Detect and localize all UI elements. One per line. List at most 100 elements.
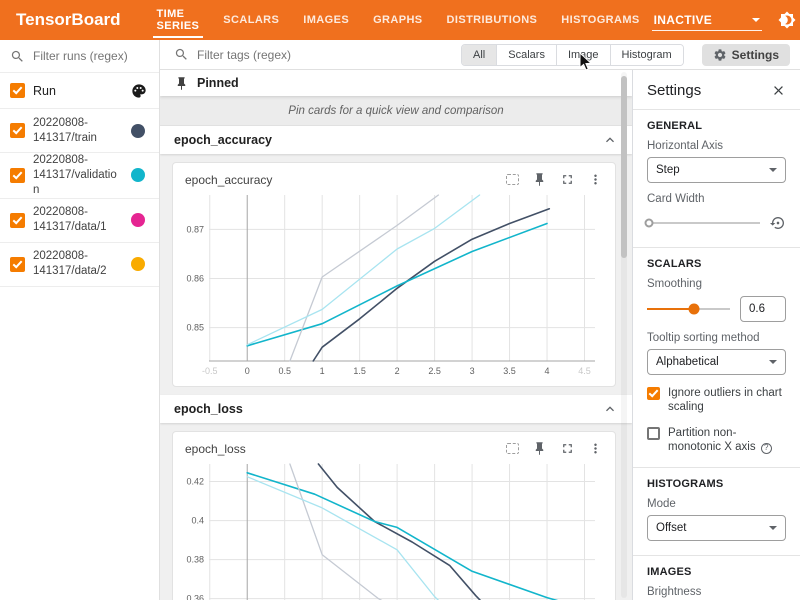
slider-thumb[interactable] (644, 218, 654, 228)
fullscreen-icon[interactable] (560, 172, 575, 187)
smoothing-slider[interactable] (647, 303, 730, 315)
scalar-card-epoch-loss: epoch_loss -0.500.511.522.533.544.50.420… (172, 431, 616, 600)
svg-text:1: 1 (320, 366, 325, 376)
fit-domain-icon[interactable] (506, 443, 519, 454)
svg-text:0.38: 0.38 (186, 555, 204, 565)
pin-card-icon[interactable] (532, 172, 547, 187)
svg-text:2.5: 2.5 (428, 366, 441, 376)
gear-icon (714, 48, 726, 61)
run-color-dot (131, 257, 145, 272)
nav-tabs: TIME SERIES SCALARS IMAGES GRAPHS DISTRI… (145, 0, 652, 40)
tag-filter-scalars[interactable]: Scalars (496, 44, 556, 65)
run-label: 20220808-141317/validation (33, 154, 117, 196)
chevron-down-icon (769, 168, 777, 172)
svg-text:-0.5: -0.5 (202, 366, 218, 376)
settings-section-scalars: SCALARS Smoothing Tooltip sorting method… (633, 247, 800, 467)
brightness-label: Brightness (647, 585, 702, 598)
run-color-dot (131, 168, 145, 183)
histogram-mode-select[interactable]: Offset (647, 514, 786, 541)
run-checkbox[interactable] (10, 256, 25, 272)
tag-filter-histogram[interactable]: Histogram (609, 44, 683, 65)
run-color-dot (131, 123, 145, 138)
horizontal-axis-value: Step (656, 164, 680, 176)
run-checkbox[interactable] (10, 167, 25, 183)
tab-images[interactable]: IMAGES (303, 14, 350, 26)
close-icon[interactable] (771, 83, 786, 98)
svg-text:1.5: 1.5 (353, 366, 366, 376)
cards-scroll-area: Pinned Pin cards for a quick view and co… (160, 70, 632, 600)
pinned-section-header: Pinned (160, 70, 632, 96)
histogram-mode-value: Offset (656, 521, 687, 534)
card-area: epoch_accuracy -0.5 0 0.5 1 1.5 2 2.5 3 3.5 4 4.5 0… (160, 154, 632, 395)
reset-icon[interactable] (770, 215, 786, 231)
smoothing-label: Smoothing (647, 278, 702, 290)
svg-text:0.87: 0.87 (186, 224, 204, 234)
smoothing-value-input[interactable] (740, 296, 786, 322)
section-heading: GENERAL (647, 120, 703, 132)
svg-text:2: 2 (395, 366, 400, 376)
chevron-down-icon (769, 525, 777, 530)
brightness-icon[interactable] (772, 5, 800, 35)
epoch-accuracy-chart[interactable]: -0.5 0 0.5 1 1.5 2 2.5 3 3.5 4 4.5 0.85 0.86 0.87 (173, 191, 615, 386)
run-row-train: 20220808-141317/train (0, 109, 159, 153)
palette-icon[interactable] (131, 83, 147, 99)
settings-section-general: GENERAL Horizontal Axis Step Card Width (633, 109, 800, 247)
ignore-outliers-checkbox[interactable] (647, 387, 660, 400)
chevron-up-icon[interactable] (602, 401, 618, 417)
svg-text:0.5: 0.5 (278, 366, 291, 376)
svg-text:0.36: 0.36 (186, 594, 204, 600)
help-icon[interactable]: ? (760, 442, 772, 454)
settings-section-images: IMAGES Brightness Contrast (633, 554, 800, 600)
chevron-up-icon[interactable] (602, 132, 618, 148)
more-options-icon[interactable] (588, 172, 603, 187)
settings-panel: Settings GENERAL Horizontal Axis Step Ca… (632, 70, 800, 600)
more-options-icon[interactable] (588, 441, 603, 456)
search-icon (175, 48, 187, 60)
section-title: epoch_loss (174, 402, 243, 416)
slider-thumb[interactable] (688, 303, 700, 315)
section-header-epoch-loss: epoch_loss (160, 395, 632, 423)
card-area: epoch_loss -0.500.511.522.533.544.50.420… (160, 423, 632, 600)
chevron-down-icon (769, 360, 777, 364)
scrollbar-thumb[interactable] (621, 76, 627, 258)
card-width-slider[interactable] (644, 218, 760, 228)
search-icon (11, 50, 23, 62)
filter-runs-input[interactable] (33, 49, 143, 63)
filter-tags-input[interactable] (197, 47, 347, 62)
tab-distributions[interactable]: DISTRIBUTIONS (446, 14, 538, 26)
tab-histograms[interactable]: HISTOGRAMS (561, 14, 640, 26)
tooltip-sorting-select[interactable]: Alphabetical (647, 349, 786, 375)
ignore-outliers-label: Ignore outliers in chart scaling (668, 387, 782, 414)
run-label: 20220808-141317/train (33, 116, 97, 144)
pin-card-icon[interactable] (532, 441, 547, 456)
app-header: TensorBoard TIME SERIES SCALARS IMAGES G… (0, 0, 800, 40)
horizontal-axis-select[interactable]: Step (647, 157, 786, 183)
tag-filter-all[interactable]: All (462, 44, 497, 65)
scrollbar-track[interactable] (621, 72, 627, 598)
app-logo: TensorBoard (16, 10, 121, 29)
tag-filter-group: All Scalars Image Histogram (461, 43, 684, 66)
epoch-loss-chart[interactable]: -0.500.511.522.533.544.50.420.40.380.36 (173, 460, 615, 600)
fit-domain-icon[interactable] (506, 174, 519, 185)
status-dropdown[interactable]: INACTIVE (651, 10, 762, 31)
tab-scalars[interactable]: SCALARS (223, 14, 280, 26)
tag-filter-image[interactable]: Image (555, 44, 610, 65)
fullscreen-icon[interactable] (560, 441, 575, 456)
svg-text:0: 0 (245, 366, 250, 376)
runs-header-row: Run (0, 73, 159, 109)
select-all-runs-checkbox[interactable] (10, 83, 25, 98)
tab-time-series[interactable]: TIME SERIES (145, 0, 212, 40)
run-checkbox[interactable] (10, 212, 25, 228)
tab-graphs[interactable]: GRAPHS (373, 14, 423, 26)
card-title: epoch_accuracy (185, 172, 273, 187)
card-title: epoch_loss (185, 441, 246, 456)
section-heading: IMAGES (647, 565, 692, 578)
run-checkbox[interactable] (10, 123, 25, 138)
pinned-title: Pinned (197, 76, 239, 90)
svg-text:4.5: 4.5 (578, 366, 591, 376)
settings-button[interactable]: Settings (701, 43, 790, 66)
svg-text:0.86: 0.86 (186, 273, 204, 283)
horizontal-axis-label: Horizontal Axis (647, 140, 724, 152)
svg-text:3.5: 3.5 (503, 366, 516, 376)
partition-x-axis-checkbox[interactable] (647, 426, 660, 440)
